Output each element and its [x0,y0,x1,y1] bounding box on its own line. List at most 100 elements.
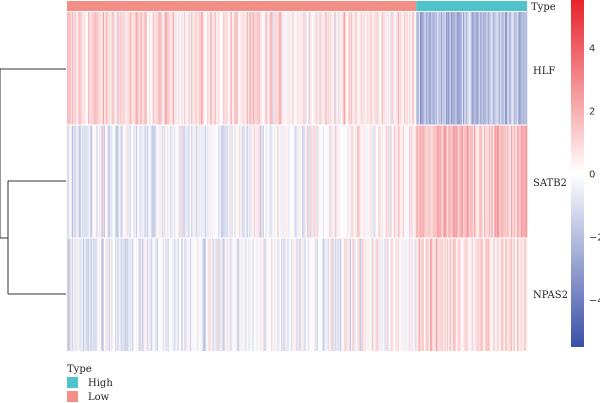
heatmap-cell [443,125,445,238]
heatmap-cell [351,12,353,125]
heatmap-cell [324,125,326,238]
heatmap-cell [169,12,171,125]
heatmap-cell [199,12,202,125]
heatmap-cell [506,238,508,351]
heatmap-cell [507,125,509,238]
heatmap-cell [385,12,388,125]
heatmap-cell [85,12,87,125]
heatmap-cell [126,12,128,125]
heatmap-cell [400,125,402,238]
heatmap-cell [178,12,181,125]
heatmap-cell [364,12,367,125]
heatmap-cell [108,238,111,351]
heatmap-cell [100,238,102,351]
heatmap-cell [383,125,385,238]
heatmap-cell [523,125,525,238]
heatmap-cell [294,12,297,125]
heatmap-cell [114,238,117,351]
heatmap-cell [321,238,324,351]
heatmap-cell [448,125,450,238]
heatmap-cell [332,12,335,125]
row-label-hlf: HLF [533,66,555,77]
heatmap-cell [324,238,326,351]
heatmap-cell [305,238,308,351]
row-label-npas2: NPAS2 [533,290,568,301]
heatmap-cell [124,12,127,125]
heatmap-cell [308,125,310,238]
heatmap-cell [360,125,363,238]
heatmap-cell [467,238,470,351]
heatmap-cell [87,125,90,238]
heatmap-cell [456,12,459,125]
heatmap-cell [219,125,222,238]
heatmap-cell [106,238,108,351]
heatmap-cell [278,12,281,125]
heatmap-cell [150,238,153,351]
heatmap-cell [396,125,399,238]
heatmap-cell [106,125,108,238]
heatmap-cell [175,238,177,351]
heatmap-cell [370,238,373,351]
heatmap-cell [201,238,203,351]
heatmap-cell [360,12,363,125]
heatmap-cell [278,238,281,351]
heatmap-cell [390,125,393,238]
heatmap-cell [395,238,397,351]
heatmap-cell [198,12,201,125]
heatmap-cell [306,12,309,125]
heatmap-cell [439,12,442,125]
heatmap-cell [122,238,124,351]
heatmap-cell [492,125,495,238]
heatmap-cell [508,12,511,125]
heatmap-cell [266,12,268,125]
heatmap-cell [480,125,482,238]
heatmap-cell [97,238,100,351]
heatmap-cell [497,238,500,351]
heatmap-cell [365,238,368,351]
heatmap-cell [80,12,83,125]
heatmap-cell [342,125,345,238]
heatmap-cell [333,12,336,125]
heatmap-cell [373,12,375,125]
heatmap-cell [449,125,452,238]
heatmap-cell [239,125,241,238]
heatmap-cell [126,238,128,351]
heatmap-cell [267,238,270,351]
heatmap-cell [448,238,450,351]
heatmap-cell [392,125,395,238]
heatmap-cell [422,12,424,125]
heatmap-cell [362,125,364,238]
heatmap-cell [378,238,380,351]
heatmap-cell [359,12,362,125]
heatmap-cell [303,12,305,125]
heatmap-cell [242,125,245,238]
heatmap-cell [137,125,139,238]
heatmap-cell [176,238,178,351]
heatmap-cell [300,12,303,125]
heatmap-cell [170,12,172,125]
heatmap-cell [250,12,252,125]
heatmap-cell [315,12,317,125]
heatmap-cell [143,238,145,351]
heatmap-cell [471,12,474,125]
heatmap-cell [188,12,191,125]
heatmap-cell [380,125,383,238]
heatmap-cell [185,238,187,351]
heatmap-cell [256,12,258,125]
heatmap-cell [493,238,496,351]
heatmap-cell [511,238,513,351]
heatmap-cell [359,238,362,351]
row-label-satb2: SATB2 [533,178,567,189]
heatmap-cell [241,12,244,125]
heatmap-cell [385,238,388,351]
heatmap-cell [386,12,389,125]
heatmap-cell [266,238,268,351]
heatmap-cell [501,125,503,238]
heatmap-cell [81,125,84,238]
heatmap-cell [315,238,317,351]
heatmap-cell [98,12,101,125]
heatmap-cell [432,238,434,351]
heatmap-cell [348,12,351,125]
heatmap-cell [342,12,345,125]
